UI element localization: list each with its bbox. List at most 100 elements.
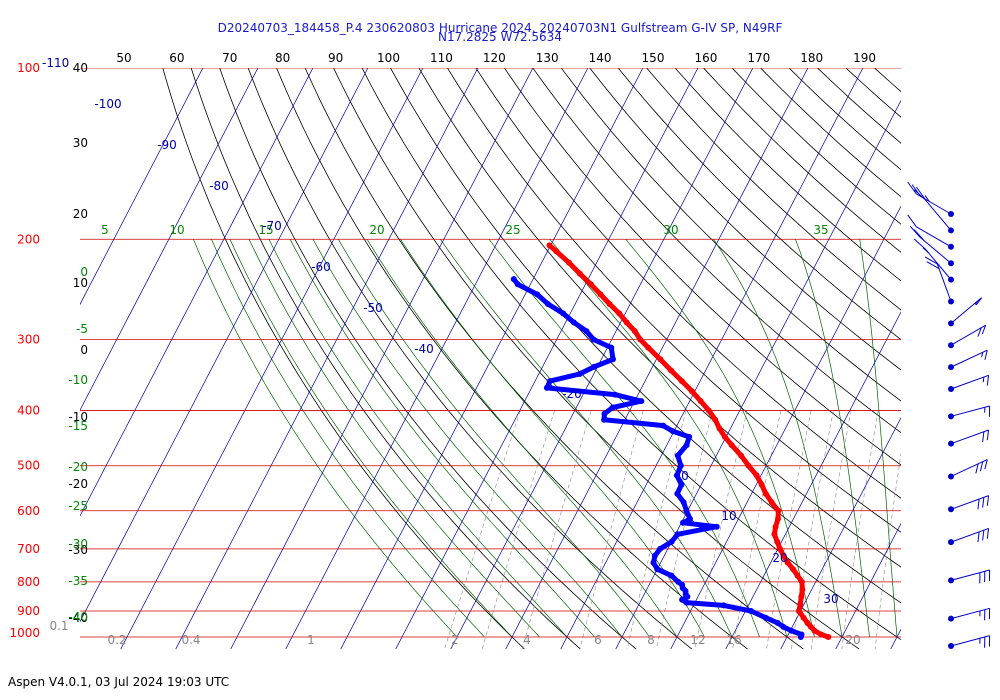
dewpoint-point (546, 378, 553, 385)
dry-adiabat-line (276, 68, 748, 650)
top-pressure-extra: -110 (42, 56, 69, 70)
pressure-label-900: 900 (17, 604, 40, 618)
top-axis-label: 130 (536, 51, 559, 65)
dewpoint-point (651, 552, 658, 559)
isotherm-line (725, 311, 901, 650)
temperature-point (576, 270, 583, 277)
mixing-ratio-line (626, 410, 687, 650)
wind-barb-flag (924, 256, 938, 265)
wind-barb-staff (950, 495, 989, 510)
wind-barb-staff (924, 248, 952, 280)
temperature-point (678, 378, 685, 385)
dewpoint-point (680, 519, 686, 526)
moist-top-label: 20 (369, 223, 384, 237)
moist-top-label: 5 (101, 223, 109, 237)
temperature-point (716, 425, 723, 432)
dewpoint-point (687, 515, 693, 522)
dewpoint-point (686, 433, 693, 440)
wind-barb-flag (913, 229, 925, 242)
top-axis-label: 90 (328, 51, 343, 65)
dewpoint-point (608, 344, 615, 351)
height-label: 20 (73, 207, 88, 221)
dewpoint-point (680, 499, 687, 506)
dewpoint-point (748, 608, 754, 614)
temperature-point (777, 545, 783, 552)
dewpoint-point (591, 363, 598, 370)
moist-adiabat-line (248, 239, 540, 638)
moist-label: -30 (68, 537, 88, 551)
dry-adiabat-line (674, 68, 901, 282)
wind-barb-staff (924, 199, 952, 231)
moist-top-label: 30 (663, 223, 678, 237)
temperature-point (780, 552, 787, 559)
moist-label: -15 (68, 419, 88, 433)
temperature-point (705, 407, 712, 414)
dewpoint-point (611, 391, 618, 398)
isotherm-label: -70 (262, 219, 282, 233)
wind-barb-flag (916, 186, 926, 200)
wind-barb-flag (926, 261, 940, 270)
isotherm-line (80, 68, 259, 411)
wind-barb-half-flag (981, 352, 984, 358)
top-axis-label: 110 (430, 51, 453, 65)
dewpoint-point (657, 545, 664, 552)
height-label: -30 (68, 543, 88, 557)
dry-adiabat-line (390, 68, 901, 604)
dewpoint-point (720, 602, 727, 609)
wind-barb (948, 607, 991, 622)
chart-title: D20240703_184458_P.4 230620803 Hurricane… (217, 21, 783, 35)
pressure-label-200: 200 (17, 232, 40, 246)
wind-barb-flag (977, 531, 980, 543)
dewpoint-point (675, 578, 682, 585)
temperature-point (597, 291, 604, 298)
moist-adiabat-line (488, 239, 760, 638)
pressure-label-300: 300 (17, 332, 40, 346)
wind-barb (948, 324, 987, 349)
wind-barb-staff (950, 374, 989, 390)
moist-top-label: 35 (813, 223, 828, 237)
dewpoint-point (774, 620, 781, 626)
isotherm-label: -80 (209, 179, 229, 193)
moist-label: -35 (68, 574, 88, 588)
moist-top-label: 25 (505, 223, 520, 237)
temperature-point (745, 462, 752, 469)
isotherm-line (835, 522, 901, 650)
temperature-point (818, 631, 825, 638)
isotherm-line (670, 205, 901, 650)
wind-barb-flag (981, 325, 987, 335)
pressure-label-600: 600 (17, 504, 40, 518)
dry-adiabat-line (788, 68, 901, 171)
dry-adiabat-line (475, 68, 901, 499)
dry-adiabat-line (731, 68, 901, 225)
dewpoint-point (678, 481, 685, 488)
moist-top-label: 15 (258, 223, 273, 237)
dewpoint-point (654, 566, 661, 573)
wind-barb (948, 459, 988, 480)
wind-barb-flag (977, 327, 982, 337)
chart-subtitle: N17.2825 W72.5634 (438, 30, 562, 44)
wind-barb-flag (975, 463, 979, 474)
dewpoint-point (683, 599, 690, 606)
dewpoint-point (601, 416, 608, 423)
moist-adiabat-line (625, 239, 815, 638)
dry-adiabat-line (503, 68, 901, 466)
wind-barb (948, 405, 991, 420)
temperature-point (771, 531, 778, 538)
dry-adiabat-line (646, 68, 901, 311)
wind-barb-flag (913, 189, 926, 201)
temperature-point (774, 538, 781, 545)
dewpoint-point (780, 623, 787, 630)
dry-adiabat-line (532, 68, 901, 434)
temperature-point (668, 367, 674, 374)
temperature-point (728, 442, 735, 449)
mixing-ratio-label: 1 (307, 633, 315, 647)
dry-adiabat-line (845, 68, 901, 118)
wind-barb-flag (907, 181, 917, 195)
moist-adiabat-line (268, 239, 568, 638)
temperature-point (798, 578, 805, 585)
wind-barb-flag (982, 530, 985, 541)
temperature-point (775, 515, 781, 522)
wind-barb (948, 635, 991, 649)
wind-barb-staff (950, 324, 986, 346)
wind-barb-flag (986, 528, 990, 539)
